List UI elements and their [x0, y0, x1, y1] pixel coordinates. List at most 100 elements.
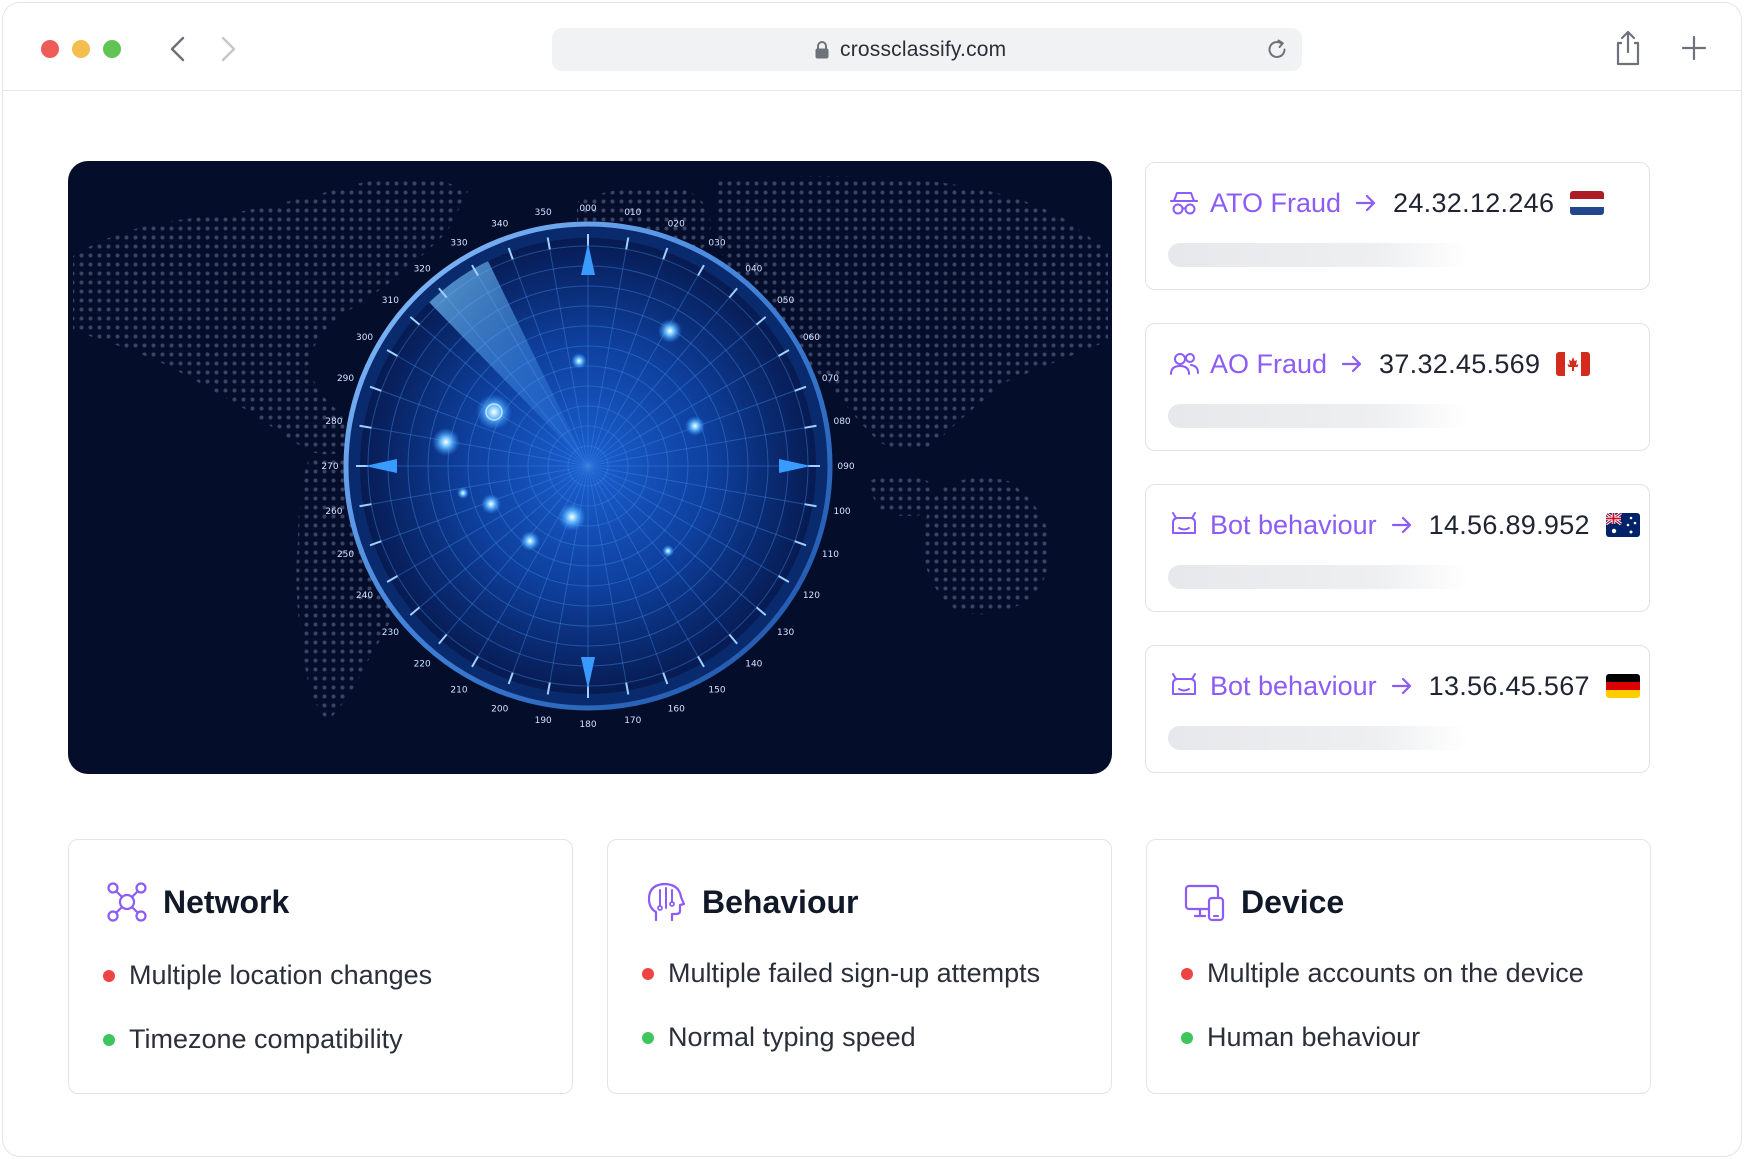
status-dot-red [642, 967, 654, 980]
back-chevron-icon [170, 36, 185, 62]
radar-degree-label: 010 [624, 208, 641, 218]
share-icon[interactable] [1613, 29, 1643, 67]
maximize-window-button[interactable] [103, 40, 121, 58]
radar-degree-label: 030 [708, 239, 725, 249]
feature-item-text: Multiple location changes [129, 960, 433, 990]
radar-degree-label: 270 [321, 462, 338, 472]
germany-flag [1605, 674, 1640, 698]
radar-degree-label: 350 [535, 208, 552, 218]
netherlands-flag [1570, 191, 1605, 215]
alert-type: ATO Fraud [1210, 187, 1342, 218]
alert-card-3[interactable]: Bot behaviour 14.56.89.952 [1145, 484, 1650, 612]
bot-icon [1172, 673, 1196, 695]
alert-ip: 37.32.45.569 [1379, 348, 1541, 379]
alert-card-1[interactable]: ATO Fraud 24.32.12.246 [1145, 162, 1650, 290]
radar-visual: 000 010 020 030 040 050 060 070 080 090 100 110 120 1… [73, 176, 1108, 730]
feature-item-text: Multiple accounts on the device [1207, 958, 1584, 988]
status-dot-red [103, 969, 115, 982]
address-bar[interactable]: crossclassify.com [552, 28, 1302, 71]
radar-degree-label: 290 [337, 374, 354, 384]
feature-item-text: Normal typing speed [668, 1022, 916, 1052]
status-dot-green [1181, 1031, 1193, 1044]
back-button[interactable] [163, 33, 195, 65]
radar-degree-label: 080 [833, 417, 850, 427]
radar-degree-label: 160 [668, 704, 685, 714]
feature-item: Multiple failed sign-up attempts [642, 958, 1040, 989]
url-text: crossclassify.com [840, 38, 1007, 61]
feature-item-text: Timezone compatibility [129, 1024, 403, 1054]
radar-degree-label: 040 [745, 264, 762, 274]
radar-degree-label: 320 [414, 264, 431, 274]
radar-degree-label: 240 [356, 591, 373, 601]
feature-item: Human behaviour [1181, 1022, 1420, 1053]
alert-ip: 14.56.89.952 [1428, 509, 1590, 540]
alert-type: Bot behaviour [1210, 509, 1377, 540]
radar-degree-label: 050 [777, 296, 794, 306]
status-dot-red [1181, 967, 1193, 980]
radar-degree-label: 300 [356, 333, 373, 343]
radar-degree-label: 340 [491, 220, 508, 230]
radar-degree-label: 020 [668, 220, 685, 230]
radar-degree-label: 200 [491, 704, 508, 714]
incognito-icon [1170, 192, 1198, 215]
radar-degree-label: 180 [579, 720, 596, 730]
reload-icon[interactable] [1264, 37, 1290, 63]
alert-type: Bot behaviour [1210, 670, 1377, 701]
bot-icon [1172, 512, 1196, 534]
radar-degree-label: 230 [382, 628, 399, 638]
feature-card-behaviour: Behaviour Multiple failed sign-up attemp… [607, 839, 1112, 1094]
feature-card-network: Network Multiple location changes Timezo… [68, 839, 573, 1094]
plus-icon[interactable] [1679, 33, 1709, 63]
feature-title: Network [163, 883, 290, 920]
alert-ip: 24.32.12.246 [1393, 187, 1555, 218]
radar-degree-label: 090 [837, 462, 854, 472]
radar-blips [432, 319, 705, 557]
radar-degree-label: 280 [325, 417, 342, 427]
close-window-button[interactable] [41, 40, 59, 58]
devices-icon [1184, 884, 1225, 922]
feature-item: Multiple accounts on the device [1181, 958, 1584, 989]
brain-head-icon [647, 882, 686, 922]
radar-degree-label: 060 [803, 333, 820, 343]
radar-degree-label: 220 [414, 660, 431, 670]
radar-degree-label: 120 [803, 591, 820, 601]
alert-card-2[interactable]: AO Fraud 37.32.45.569 [1145, 323, 1650, 451]
radar-degree-label: 190 [535, 716, 552, 726]
alert-card-4[interactable]: Bot behaviour 13.56.45.567 [1145, 645, 1650, 773]
users-icon [1170, 353, 1199, 375]
arrow-right-icon [1341, 355, 1362, 373]
feature-item-text: Multiple failed sign-up attempts [668, 958, 1041, 988]
radar-degree-label: 100 [833, 507, 850, 517]
browser-toolbar: crossclassify.com [3, 3, 1741, 91]
alert-placeholder-bar [1168, 565, 1468, 589]
radar-degree-label: 210 [450, 685, 467, 695]
feature-title: Behaviour [702, 883, 859, 920]
arrow-right-icon [1391, 677, 1411, 695]
radar-map-panel: 000 010 020 030 040 050 060 070 080 090 100 110 120 1… [68, 161, 1112, 774]
radar-degree-label: 130 [777, 628, 794, 638]
radar-degree-label: 140 [745, 660, 762, 670]
feature-title: Device [1241, 883, 1345, 920]
radar-degree-label: 260 [325, 507, 342, 517]
radar-degree-label: 000 [579, 204, 596, 214]
forward-button[interactable] [211, 33, 243, 65]
australia-flag [1605, 513, 1640, 537]
forward-chevron-icon [221, 36, 236, 62]
alert-type: AO Fraud [1210, 348, 1328, 379]
feature-item-text: Human behaviour [1207, 1022, 1421, 1052]
arrow-right-icon [1355, 194, 1376, 212]
feature-card-device: Device Multiple accounts on the device H… [1146, 839, 1651, 1094]
network-icon [107, 882, 147, 922]
feature-item: Multiple location changes [103, 960, 432, 991]
radar-degree-label: 250 [337, 550, 354, 560]
radar-degree-label: 150 [708, 685, 725, 695]
canada-flag [1556, 352, 1591, 376]
radar-degree-label: 070 [822, 374, 839, 384]
feature-item: Normal typing speed [642, 1022, 916, 1053]
radar-degree-label: 330 [450, 239, 467, 249]
status-dot-green [642, 1031, 654, 1044]
alert-placeholder-bar [1168, 404, 1468, 428]
lock-icon [815, 41, 829, 59]
minimize-window-button[interactable] [72, 40, 90, 58]
